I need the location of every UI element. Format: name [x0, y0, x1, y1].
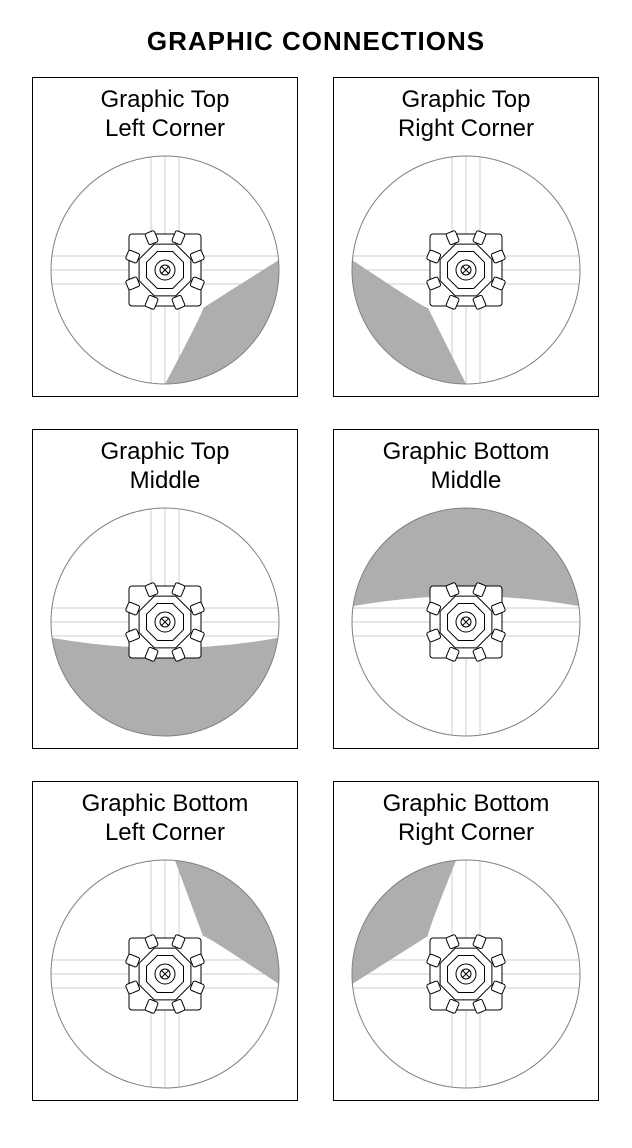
cell-bottom-left: Graphic BottomLeft Corner — [32, 781, 298, 1101]
cell-title: Graphic BottomMiddle — [383, 438, 550, 496]
cell-top-middle: Graphic TopMiddle — [32, 429, 298, 749]
cell-title: Graphic TopLeft Corner — [101, 86, 230, 144]
page: GRAPHIC CONNECTIONS Graphic TopLeft Corn… — [0, 0, 632, 1148]
cell-title: Graphic BottomRight Corner — [383, 790, 550, 848]
cell-title-line2: Left Corner — [105, 115, 225, 142]
cell-title-line2: Right Corner — [398, 819, 534, 846]
cell-title-line2: Left Corner — [105, 819, 225, 846]
connection-diagram — [45, 854, 285, 1094]
connection-diagram — [346, 150, 586, 390]
cell-bottom-middle: Graphic BottomMiddle — [333, 429, 599, 749]
cell-title: Graphic TopRight Corner — [398, 86, 534, 144]
cell-title-line1: Graphic Bottom — [82, 790, 249, 817]
cell-title-line1: Graphic Top — [101, 438, 230, 465]
cell-bottom-right: Graphic BottomRight Corner — [333, 781, 599, 1101]
cell-title-line2: Middle — [431, 467, 502, 494]
cell-title-line2: Middle — [130, 467, 201, 494]
cell-top-left: Graphic TopLeft Corner — [32, 77, 298, 397]
page-title: GRAPHIC CONNECTIONS — [32, 26, 600, 57]
cell-top-right: Graphic TopRight Corner — [333, 77, 599, 397]
diagram-grid: Graphic TopLeft CornerGraphic TopRight C… — [32, 77, 600, 1101]
connection-diagram — [45, 502, 285, 742]
cell-title-line1: Graphic Bottom — [383, 790, 550, 817]
connection-diagram — [45, 150, 285, 390]
cell-title-line1: Graphic Bottom — [383, 438, 550, 465]
cell-title-line1: Graphic Top — [402, 86, 531, 113]
cell-title-line1: Graphic Top — [101, 86, 230, 113]
cell-title: Graphic BottomLeft Corner — [82, 790, 249, 848]
connection-diagram — [346, 854, 586, 1094]
cell-title: Graphic TopMiddle — [101, 438, 230, 496]
connection-diagram — [346, 502, 586, 742]
cell-title-line2: Right Corner — [398, 115, 534, 142]
